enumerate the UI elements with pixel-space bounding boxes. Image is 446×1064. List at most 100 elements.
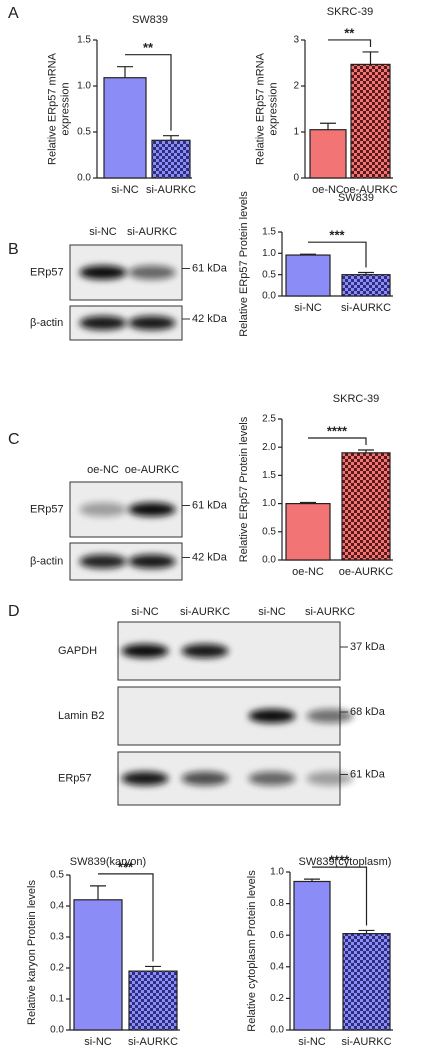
blot-band [181, 771, 229, 786]
lane-label: oe-AURKC [125, 464, 179, 476]
y-tick-label: 1.0 [77, 81, 91, 92]
lane-label: si-NC [131, 606, 159, 618]
blot-band [79, 554, 127, 569]
row-label: ERp57 [30, 266, 64, 278]
significance-label: **** [329, 853, 350, 868]
row-label: Lamin B2 [58, 710, 104, 722]
y-tick-label: 1.0 [262, 248, 276, 259]
bar [73, 899, 123, 1031]
bar [285, 503, 331, 561]
size-label: 61 kDa [192, 499, 228, 511]
error-bar [304, 878, 320, 882]
y-axis-label: expression [267, 82, 279, 135]
row-label: β-actin [30, 555, 63, 567]
y-axis-label: Relative karyon Protein levels [26, 880, 38, 1025]
bar [342, 933, 391, 1031]
chart-title: SW839(karyon) [70, 856, 146, 868]
row-label: β-actin [30, 317, 63, 329]
bar [341, 274, 391, 297]
x-tick-label: oe-NC [292, 566, 324, 578]
error-bar [163, 135, 179, 141]
y-tick-label: 0.2 [50, 963, 64, 974]
chart-title: SW839 [338, 192, 374, 204]
y-tick-label: 0.3 [50, 932, 64, 943]
lane-label: si-AURKC [305, 606, 355, 618]
x-tick-label: si-AURKC [341, 1036, 391, 1048]
x-tick-label: oe-AURKC [343, 184, 397, 196]
x-tick-label: oe-NC [312, 184, 344, 196]
panel-letter: C [8, 431, 20, 448]
error-bar [358, 271, 374, 275]
lane-label: si-NC [89, 226, 117, 238]
size-label: 68 kDa [350, 706, 386, 718]
y-tick-label: 0.0 [262, 555, 276, 566]
size-label: 42 kDa [192, 313, 228, 325]
row-label: ERp57 [58, 772, 92, 784]
blot-band [79, 502, 127, 517]
significance-bracket [312, 866, 368, 926]
x-tick-label: si-NC [84, 1036, 112, 1048]
y-tick-label: 0.5 [262, 526, 276, 537]
blot-band [306, 709, 354, 723]
row-label: GAPDH [58, 645, 97, 657]
lane-label: oe-NC [87, 464, 119, 476]
x-tick-label: si-AURKC [146, 184, 196, 196]
error-bar [362, 51, 379, 65]
blot-frame [117, 686, 341, 746]
blot-band [248, 709, 296, 723]
y-tick-label: 1.0 [262, 498, 276, 509]
y-tick-label: 0.0 [50, 1025, 64, 1036]
significance-label: *** [329, 228, 345, 243]
y-tick-label: 0.5 [262, 269, 276, 280]
significance-label: *** [118, 859, 134, 874]
panel-letter: D [8, 603, 20, 620]
size-label: 61 kDa [350, 768, 386, 780]
size-label: 42 kDa [192, 551, 228, 563]
y-tick-label: 3 [293, 35, 299, 46]
size-label: 61 kDa [192, 262, 228, 274]
y-axis-label: expression [59, 82, 71, 135]
panel-letter: B [8, 241, 19, 258]
error-bar [300, 501, 316, 504]
y-tick-label: 0.6 [270, 930, 284, 941]
y-tick-label: 1 [293, 127, 299, 138]
x-tick-label: si-AURKC [341, 302, 391, 314]
error-bar [300, 253, 316, 256]
lane-label: si-AURKC [127, 226, 177, 238]
x-tick-label: si-AURKC [128, 1036, 178, 1048]
bar [350, 63, 391, 179]
y-axis-label: Relative cytoplasm Protein levels [246, 870, 258, 1032]
blot-band [128, 554, 176, 569]
y-tick-label: 0.0 [77, 173, 91, 184]
bar [309, 129, 347, 179]
blot-band [248, 771, 296, 786]
chart-title: SKRC-39 [327, 6, 373, 18]
bar [103, 77, 147, 179]
y-tick-label: 0 [293, 173, 299, 184]
error-bar [90, 885, 106, 900]
y-axis-label: Relative ERp57 mRNA [46, 52, 58, 165]
blot-band [121, 644, 169, 658]
significance-bracket [308, 437, 367, 446]
y-tick-label: 0.5 [77, 127, 91, 138]
y-tick-label: 0.4 [50, 901, 64, 912]
chart-title: SKRC-39 [333, 393, 379, 405]
y-tick-label: 2.5 [262, 414, 276, 425]
panel-letter: A [8, 5, 19, 22]
size-label: 37 kDa [350, 641, 386, 653]
error-bar [358, 449, 374, 453]
lane-label: si-AURKC [180, 606, 230, 618]
blot-band [79, 316, 127, 330]
significance-bracket [125, 54, 172, 131]
blot-band [181, 644, 229, 658]
y-tick-label: 0.5 [50, 870, 64, 881]
y-tick-label: 1.5 [262, 470, 276, 481]
blot-band [128, 265, 176, 280]
blot-band [79, 265, 127, 280]
x-tick-label: oe-AURKC [339, 566, 393, 578]
x-tick-label: si-NC [298, 1036, 326, 1048]
bar [341, 452, 391, 561]
x-tick-label: si-NC [111, 184, 139, 196]
y-tick-label: 1.0 [270, 867, 284, 878]
